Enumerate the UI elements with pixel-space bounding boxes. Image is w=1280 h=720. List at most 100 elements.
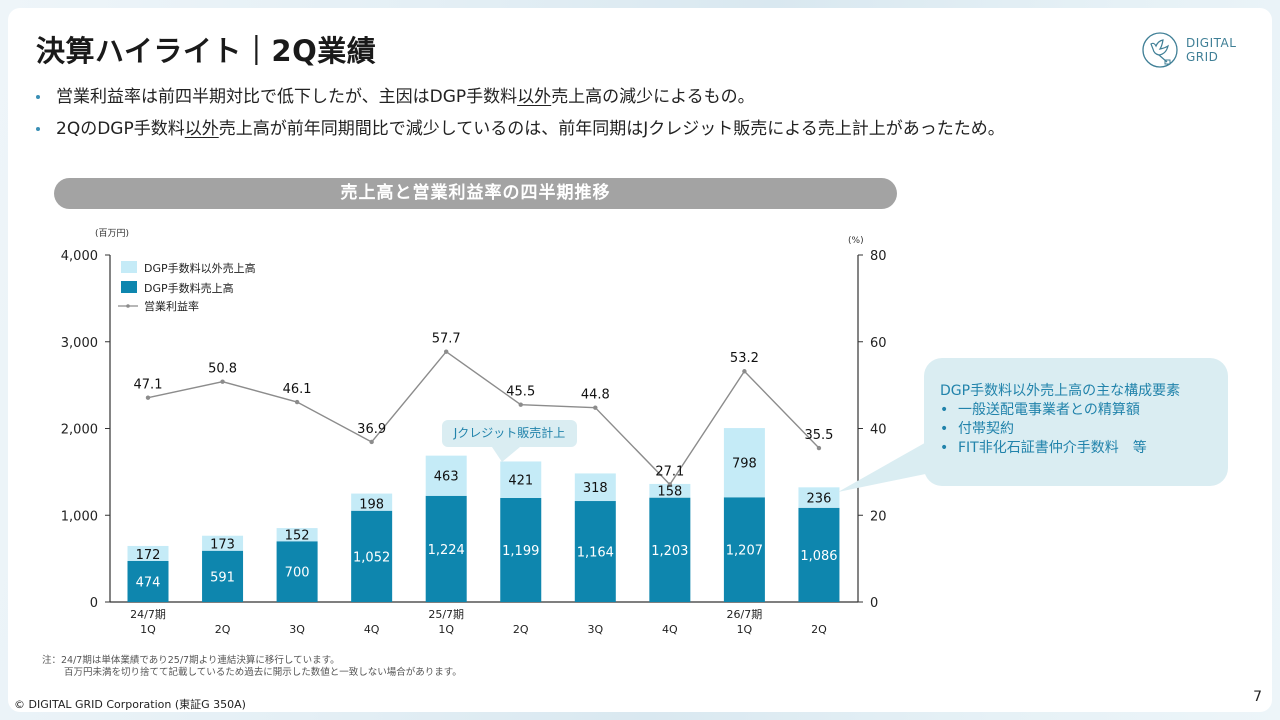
- x-quarter-label: 2Q: [811, 623, 827, 636]
- bar-non-dgp: [127, 545, 169, 561]
- margin-label: 36.9: [357, 422, 386, 437]
- logo-text: DIGITAL GRID: [1186, 36, 1237, 64]
- bar-label-non-dgp: 421: [508, 474, 533, 489]
- x-quarter-label: 1Q: [438, 623, 454, 636]
- bar-label-non-dgp: 198: [359, 498, 384, 513]
- margin-label: 35.5: [804, 428, 833, 443]
- right-axis-tick-label: 40: [870, 423, 887, 438]
- bar-dgp: [276, 541, 318, 602]
- bar-label-non-dgp: 798: [732, 457, 757, 472]
- bar-dgp: [127, 560, 169, 602]
- bar-label-non-dgp: 318: [583, 481, 608, 496]
- bar-non-dgp: [500, 461, 542, 498]
- margin-point: [369, 439, 374, 445]
- x-quarter-label: 2Q: [215, 623, 231, 636]
- bar-label-dgp: 700: [285, 566, 310, 581]
- bar-dgp: [649, 497, 691, 602]
- margin-point: [742, 369, 747, 374]
- left-axis-unit: (百万円): [95, 228, 129, 239]
- bar-label-dgp: 1,199: [502, 544, 539, 559]
- margin-label: 27.1: [655, 464, 684, 479]
- bullet-item: 2QのDGP手数料以外売上高が前年同期間比で減少しているのは、前年同期はJクレジ…: [36, 118, 1005, 150]
- bar-non-dgp: [574, 473, 616, 502]
- bar-label-dgp: 591: [210, 570, 235, 585]
- legend-swatch-non-dgp: [121, 261, 137, 273]
- x-quarter-label: 3Q: [587, 623, 603, 636]
- bar-non-dgp: [351, 493, 393, 511]
- margin-label: 46.1: [283, 382, 312, 397]
- bar-label-dgp: 474: [136, 575, 161, 590]
- side-callout-pointer: [838, 440, 945, 492]
- non-dgp-components-callout: DGP手数料以外売上高の主な構成要素 一般送配電事業者との精算額 付帯契約 FI…: [924, 358, 1228, 486]
- margin-label: 57.7: [432, 332, 461, 347]
- margin-point: [145, 395, 151, 400]
- margin-point: [444, 349, 449, 354]
- bar-dgp: [723, 497, 765, 602]
- bar-non-dgp: [723, 428, 765, 498]
- right-axis-tick-label: 60: [870, 336, 887, 351]
- right-axis-unit: (%): [848, 236, 864, 246]
- margin-point: [593, 405, 598, 410]
- bar-label-non-dgp: 236: [807, 492, 832, 507]
- left-axis-tick-label: 0: [90, 596, 98, 611]
- bar-label-dgp: 1,052: [353, 550, 390, 565]
- margin-line: [147, 350, 820, 486]
- x-quarter-label: 1Q: [737, 623, 753, 636]
- dove-logo-icon: [1142, 32, 1178, 68]
- x-quarter-label: 3Q: [289, 623, 305, 636]
- margin-point: [220, 379, 225, 384]
- copyright: © DIGITAL GRID Corporation (東証G 350A): [14, 698, 246, 711]
- margin-point: [816, 445, 822, 451]
- margin-label: 53.2: [730, 351, 759, 366]
- bar-dgp: [500, 497, 542, 602]
- callout-item: 一般送配電事業者との精算額: [940, 401, 1228, 420]
- bar-non-dgp: [276, 528, 318, 542]
- legend-marker-margin: [126, 304, 130, 308]
- right-axis-tick-label: 0: [870, 596, 878, 611]
- bar-non-dgp: [425, 455, 467, 496]
- legend-label-non-dgp: DGP手数料以外売上高: [144, 261, 256, 275]
- bar-label-non-dgp: 463: [434, 470, 459, 485]
- right-axis-tick-label: 20: [870, 509, 887, 524]
- margin-point: [294, 399, 300, 405]
- bar-label-dgp: 1,224: [428, 543, 465, 558]
- margin-label: 50.8: [208, 362, 237, 377]
- bar-label-non-dgp: 158: [657, 485, 682, 500]
- bar-label-dgp: 1,207: [726, 544, 763, 559]
- margin-point: [667, 482, 673, 487]
- summary-bullets: 営業利益率は前四半期対比で低下したが、主因はDGP手数料以外売上高の減少によるも…: [36, 86, 1005, 150]
- margin-label: 47.1: [134, 378, 163, 393]
- bar-label-non-dgp: 173: [210, 538, 235, 553]
- bar-non-dgp: [202, 535, 244, 551]
- bar-dgp: [798, 507, 840, 602]
- left-axis-tick-label: 1,000: [61, 509, 98, 524]
- bar-dgp: [351, 510, 393, 602]
- bar-label-dgp: 1,164: [577, 546, 614, 561]
- bar-non-dgp: [798, 487, 840, 508]
- bar-label-dgp: 1,203: [651, 544, 688, 559]
- legend-label-dgp: DGP手数料売上高: [144, 281, 234, 295]
- jcredit-callout-pointer: [492, 447, 520, 462]
- left-axis-tick-label: 3,000: [61, 336, 98, 351]
- left-axis-tick-label: 4,000: [61, 249, 98, 264]
- bar-non-dgp: [649, 483, 691, 498]
- x-period-label: 24/7期: [130, 608, 166, 621]
- callout-item: 付帯契約: [940, 420, 1228, 439]
- footnote: 注：24/7期は単体業績であり25/7期より連結決算に移行しています。 百万円未…: [42, 655, 462, 678]
- company-logo: DIGITAL GRID: [1140, 30, 1250, 70]
- bar-dgp: [425, 495, 467, 602]
- page-number: 7: [1253, 689, 1262, 705]
- legend-label-margin: 営業利益率: [144, 299, 199, 313]
- page-title: 決算ハイライト｜2Q業績: [36, 34, 377, 68]
- x-quarter-label: 4Q: [662, 623, 678, 636]
- chart-title-banner: 売上高と営業利益率の四半期推移: [54, 178, 897, 209]
- margin-point: [518, 402, 523, 407]
- x-quarter-label: 1Q: [140, 623, 156, 636]
- x-period-label: 25/7期: [428, 608, 464, 621]
- bar-label-dgp: 1,086: [800, 549, 837, 564]
- left-axis-tick-label: 2,000: [61, 423, 98, 438]
- bar-dgp: [574, 501, 616, 602]
- bar-dgp: [202, 550, 244, 602]
- bar-label-non-dgp: 152: [285, 528, 310, 543]
